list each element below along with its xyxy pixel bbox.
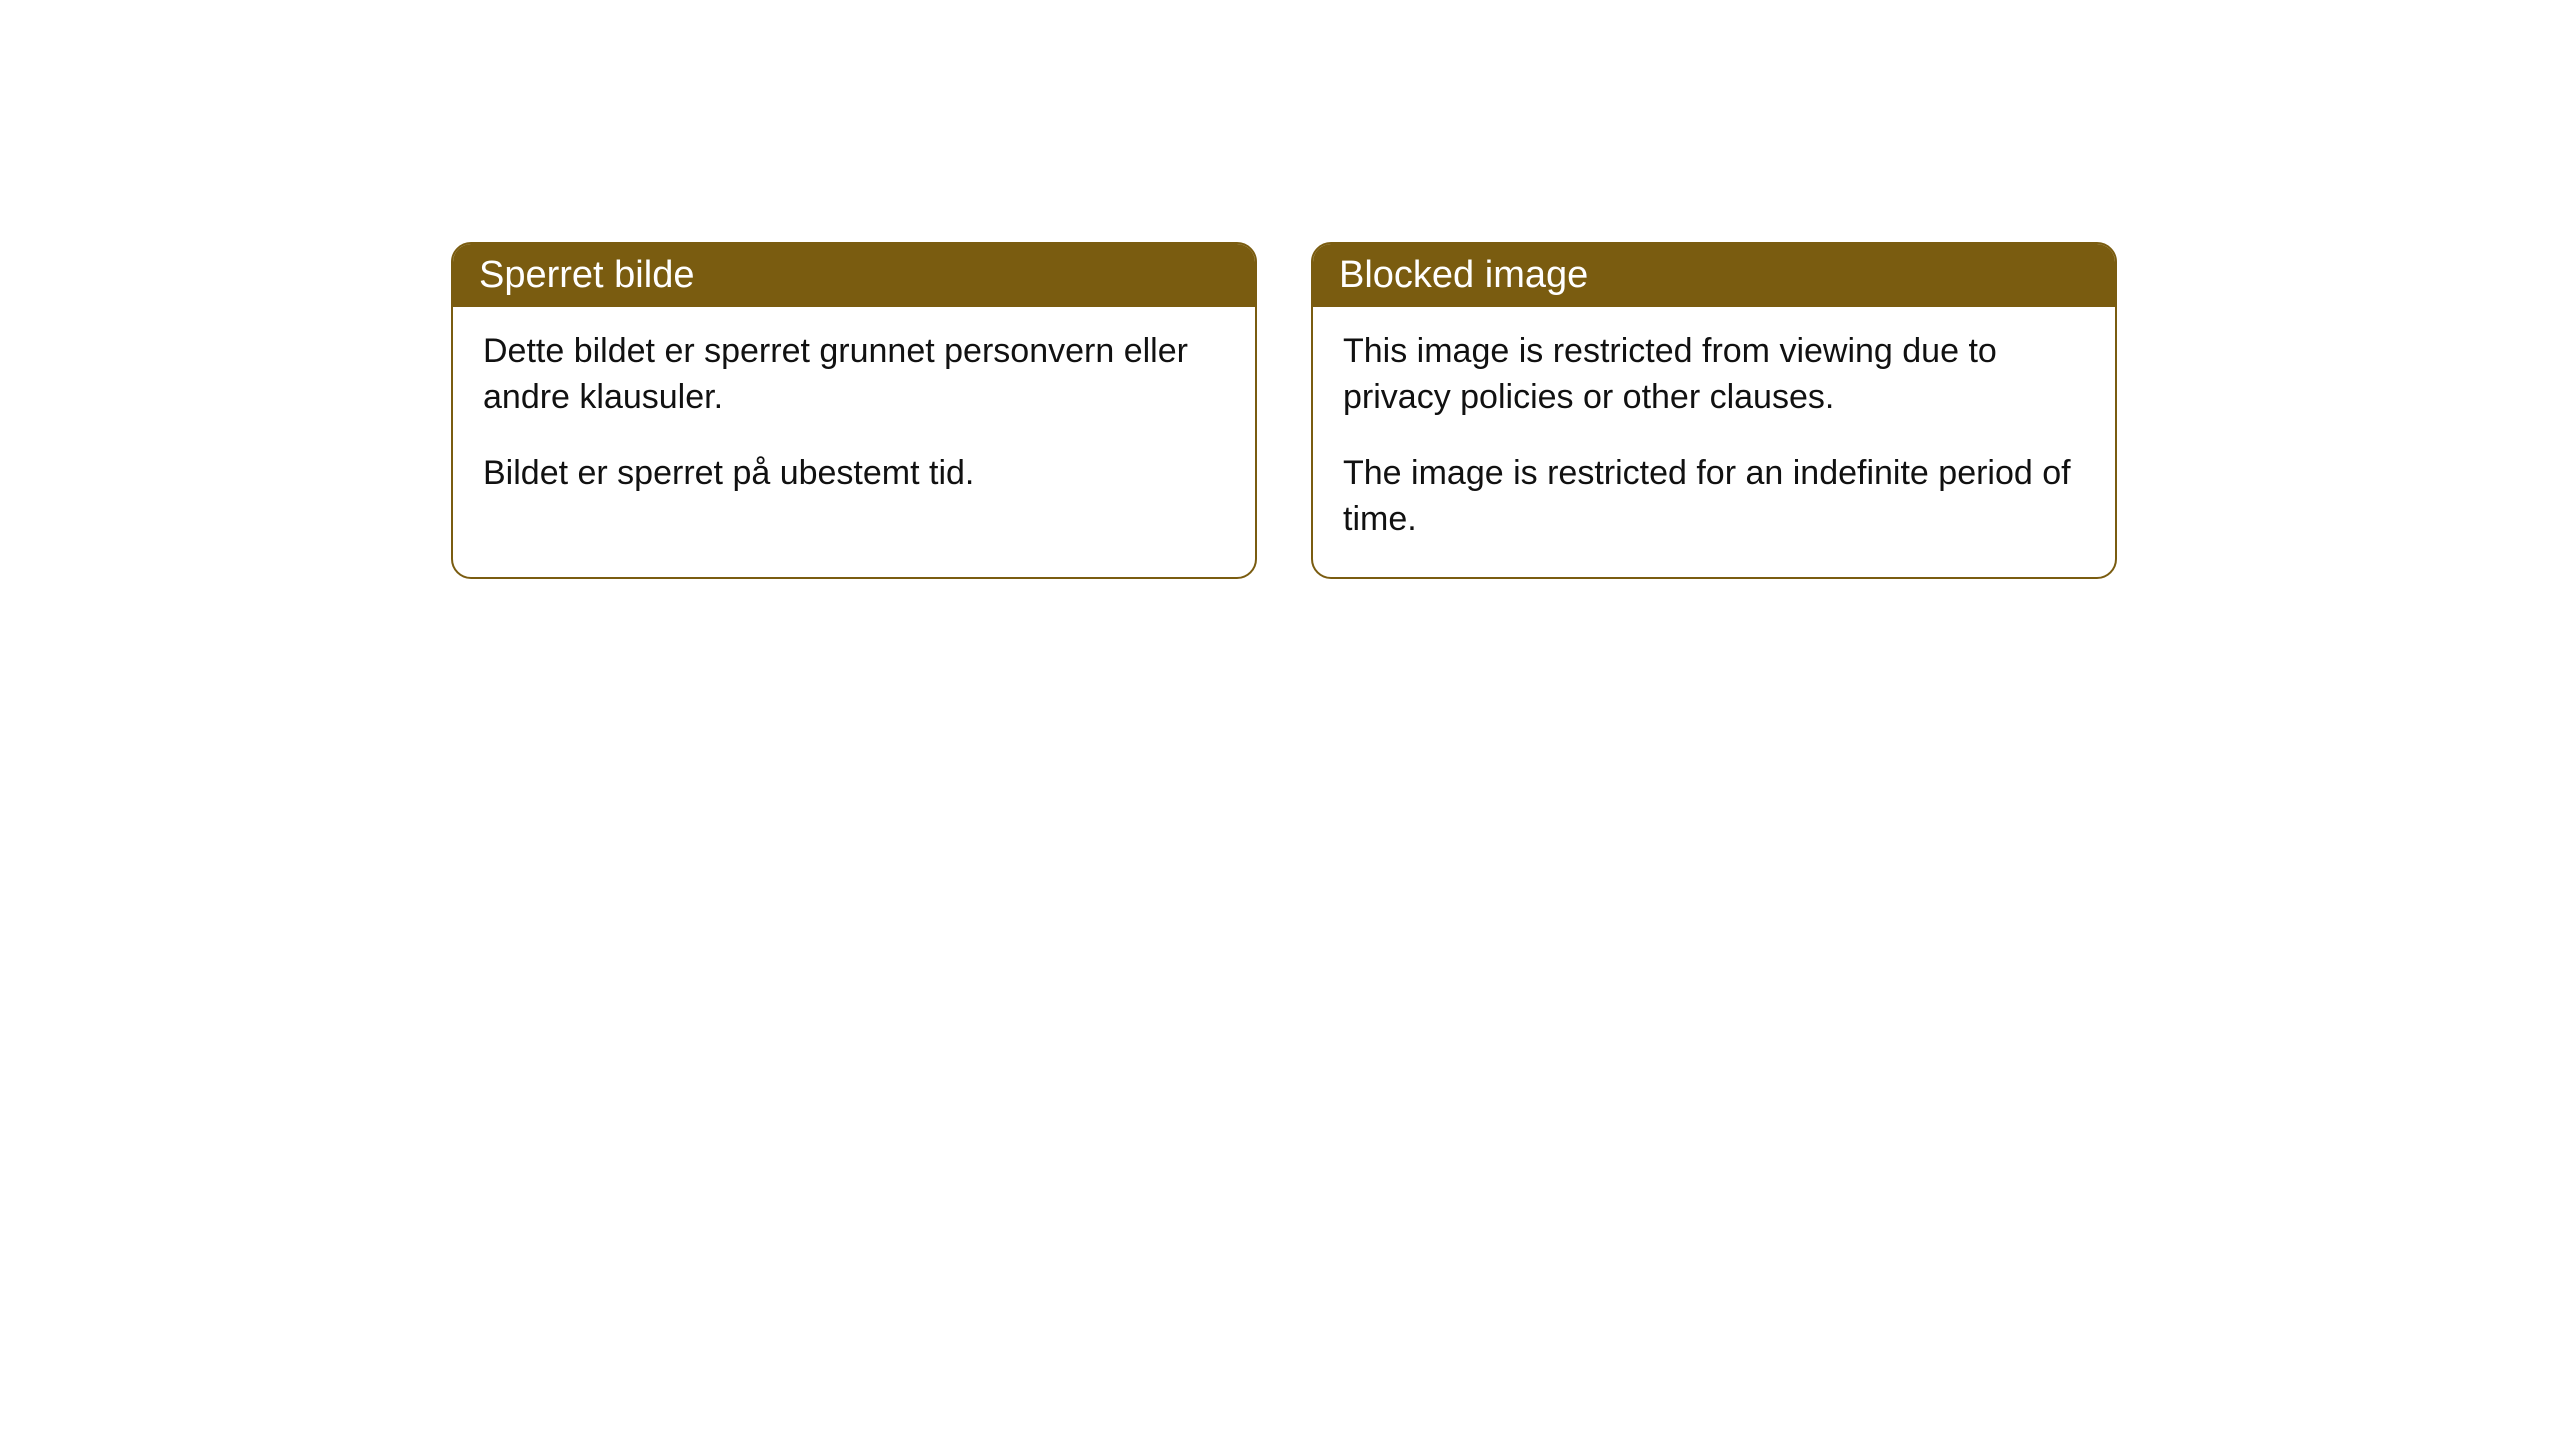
card-paragraph: The image is restricted for an indefinit… [1343, 451, 2085, 543]
blocked-image-card-norwegian: Sperret bilde Dette bildet er sperret gr… [451, 242, 1257, 579]
card-title: Sperret bilde [479, 254, 694, 296]
card-paragraph: Dette bildet er sperret grunnet personve… [483, 329, 1225, 421]
card-body: Dette bildet er sperret grunnet personve… [453, 307, 1255, 531]
card-paragraph: Bildet er sperret på ubestemt tid. [483, 451, 1225, 497]
card-title: Blocked image [1339, 254, 1588, 296]
card-header: Blocked image [1313, 244, 2115, 307]
blocked-image-card-english: Blocked image This image is restricted f… [1311, 242, 2117, 579]
card-body: This image is restricted from viewing du… [1313, 307, 2115, 577]
notice-cards-container: Sperret bilde Dette bildet er sperret gr… [451, 242, 2560, 579]
card-header: Sperret bilde [453, 244, 1255, 307]
card-paragraph: This image is restricted from viewing du… [1343, 329, 2085, 421]
